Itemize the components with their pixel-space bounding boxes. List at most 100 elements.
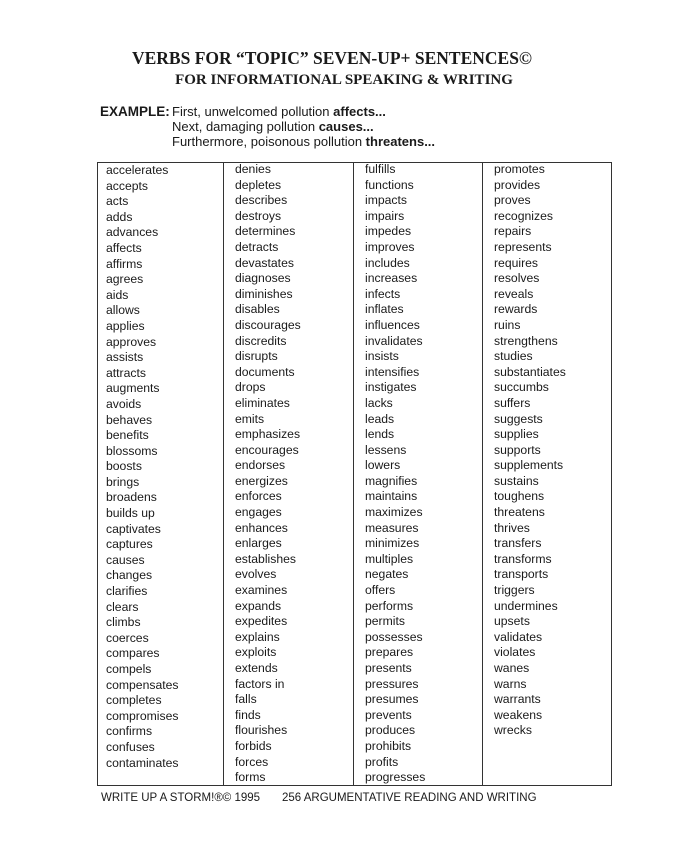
verb-item: allows bbox=[106, 303, 140, 318]
verb-item: undermines bbox=[494, 598, 558, 613]
verb-item: functions bbox=[365, 177, 414, 192]
verb-item: flourishes bbox=[235, 723, 288, 738]
verb-item: approves bbox=[106, 334, 157, 349]
verb-item: wanes bbox=[494, 661, 530, 675]
page-subtitle: FOR INFORMATIONAL SPEAKING & WRITING bbox=[175, 72, 513, 88]
verb-item: discourages bbox=[235, 317, 301, 332]
verb-item: contaminates bbox=[106, 755, 179, 770]
verb-item: progresses bbox=[365, 770, 426, 785]
verb-item: detracts bbox=[235, 239, 279, 254]
verb-item: permits bbox=[365, 614, 405, 629]
verb-item: captivates bbox=[106, 521, 161, 536]
verb-item: weakens bbox=[494, 707, 543, 722]
verb-item: encourages bbox=[235, 442, 299, 457]
verb-item: lends bbox=[365, 427, 395, 442]
verb-item: presumes bbox=[365, 692, 419, 707]
verb-item: magnifies bbox=[365, 473, 418, 488]
verb-item: presents bbox=[365, 661, 412, 675]
verb-column-3: fulfills functions impacts impairs impedes im… bbox=[353, 162, 483, 785]
verb-item: invalidates bbox=[365, 333, 423, 348]
verb-item: represents bbox=[494, 239, 552, 254]
verb-item: disrupts bbox=[235, 349, 278, 364]
verb-item: compels bbox=[106, 662, 152, 676]
verb-item: acts bbox=[106, 194, 129, 209]
verb-item: intensifies bbox=[365, 364, 420, 379]
verb-item: aids bbox=[106, 287, 129, 302]
verb-item: improves bbox=[365, 239, 415, 254]
page-title: VERBS FOR “TOPIC” SEVEN-UP+ SENTENCES© bbox=[131, 48, 533, 68]
verb-item: supports bbox=[494, 442, 541, 457]
verb-item: assists bbox=[106, 350, 144, 365]
verb-item: engages bbox=[235, 505, 282, 520]
verb-item: multiples bbox=[365, 551, 414, 566]
verb-item: falls bbox=[235, 692, 257, 707]
verb-item: strengthens bbox=[494, 333, 558, 348]
footer-page-info: 256 ARGUMENTATIVE READING AND WRITING bbox=[282, 792, 537, 804]
verb-item: brings bbox=[106, 474, 140, 489]
verb-item: completes bbox=[106, 693, 162, 708]
verb-item: builds up bbox=[106, 506, 155, 521]
verb-item: influences bbox=[365, 317, 420, 332]
verb-item: emits bbox=[235, 411, 265, 426]
example-verb: causes... bbox=[318, 119, 374, 134]
verb-item: causes bbox=[106, 552, 145, 567]
verb-item: performs bbox=[365, 598, 414, 613]
verb-item: climbs bbox=[106, 615, 141, 630]
verb-item: establishes bbox=[235, 551, 296, 566]
verb-item: thrives bbox=[494, 520, 530, 535]
verb-item: expedites bbox=[235, 614, 288, 629]
verb-item: compromises bbox=[106, 708, 179, 723]
verb-item: possesses bbox=[365, 629, 423, 644]
footer-copyright: WRITE UP A STORM!®© 1995 bbox=[101, 792, 261, 804]
verb-item: devastates bbox=[235, 255, 294, 270]
verb-item: prepares bbox=[365, 645, 414, 660]
verb-item: rewards bbox=[494, 302, 538, 317]
verb-item: offers bbox=[365, 583, 396, 598]
verb-item: transforms bbox=[494, 551, 552, 566]
verb-item: extends bbox=[235, 661, 278, 675]
verb-item: infects bbox=[365, 286, 401, 301]
verb-item: explains bbox=[235, 629, 280, 644]
verb-item: lowers bbox=[365, 458, 401, 473]
verb-item: changes bbox=[106, 568, 153, 583]
verb-item: affirms bbox=[106, 256, 143, 271]
verb-item: resolves bbox=[494, 271, 540, 286]
verb-item: blossoms bbox=[106, 443, 158, 458]
verb-item: maximizes bbox=[365, 505, 423, 520]
verb-item: affects bbox=[106, 240, 142, 255]
verb-item: eliminates bbox=[235, 395, 290, 410]
verb-item: supplies bbox=[494, 427, 539, 442]
verb-item: ruins bbox=[494, 317, 521, 332]
example-text: Next, damaging pollution bbox=[172, 119, 319, 134]
verb-item: energizes bbox=[235, 473, 288, 488]
verb-item: augments bbox=[106, 381, 160, 396]
verb-column-2: denies depletes describes destroys determine… bbox=[223, 162, 354, 785]
verb-item: benefits bbox=[106, 428, 149, 443]
verb-item: violates bbox=[494, 645, 536, 660]
verb-item: suggests bbox=[494, 411, 543, 426]
verb-item: expands bbox=[235, 598, 282, 613]
verb-item: documents bbox=[235, 364, 295, 379]
verb-item: attracts bbox=[106, 365, 146, 380]
verb-item: enforces bbox=[235, 489, 282, 504]
verb-item: diagnoses bbox=[235, 271, 291, 286]
verb-item: forces bbox=[235, 754, 269, 769]
verb-item: leads bbox=[365, 411, 395, 426]
verb-item: confirms bbox=[106, 724, 153, 739]
verb-item: factors in bbox=[235, 676, 285, 691]
verb-item: repairs bbox=[494, 224, 532, 239]
verb-item: destroys bbox=[235, 208, 282, 223]
verb-item: describes bbox=[235, 193, 288, 208]
verb-item: adds bbox=[106, 209, 133, 224]
verb-item: substantiates bbox=[494, 364, 566, 379]
example-line: Next, damaging pollution causes... bbox=[172, 119, 374, 134]
verb-item: accelerates bbox=[106, 163, 169, 177]
verb-item: diminishes bbox=[235, 286, 293, 301]
verb-item: inflates bbox=[365, 302, 404, 317]
verb-item: reveals bbox=[494, 286, 534, 301]
verb-item: studies bbox=[494, 349, 533, 364]
verb-item: minimizes bbox=[365, 536, 420, 551]
example-line: First, unwelcomed pollution affects... bbox=[172, 104, 386, 119]
verb-item: agrees bbox=[106, 272, 144, 287]
